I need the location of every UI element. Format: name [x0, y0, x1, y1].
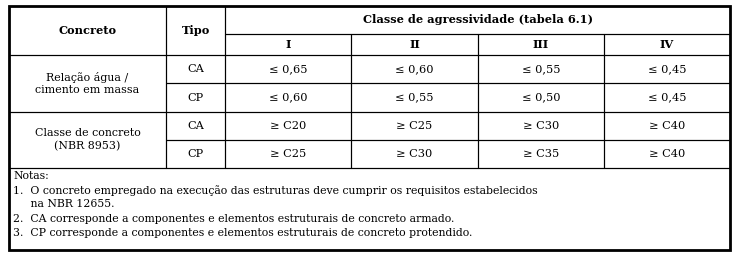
Bar — [352, 55, 477, 83]
Bar — [9, 168, 730, 250]
Bar — [604, 140, 730, 168]
Text: ≥ C40: ≥ C40 — [649, 121, 685, 131]
Text: III: III — [533, 39, 549, 50]
Text: 2.  CA corresponde a componentes e elementos estruturais de concreto armado.: 2. CA corresponde a componentes e elemen… — [13, 214, 454, 224]
Bar — [477, 55, 604, 83]
Text: 1.  O concreto empregado na execução das estruturas deve cumprir os requisitos e: 1. O concreto empregado na execução das … — [13, 185, 538, 196]
Text: na NBR 12655.: na NBR 12655. — [13, 199, 115, 209]
Bar — [9, 55, 166, 112]
Text: Notas:: Notas: — [13, 171, 49, 181]
Text: II: II — [409, 39, 420, 50]
Text: CP: CP — [188, 92, 204, 103]
Text: Tipo: Tipo — [182, 25, 210, 36]
Bar — [166, 83, 225, 112]
Text: ≤ 0,45: ≤ 0,45 — [648, 65, 687, 74]
Text: ≥ C25: ≥ C25 — [270, 149, 307, 159]
Bar — [352, 140, 477, 168]
Bar — [225, 83, 352, 112]
Text: ≥ C30: ≥ C30 — [522, 121, 559, 131]
Text: ≤ 0,65: ≤ 0,65 — [269, 65, 307, 74]
Text: Relação água /
cimento em massa: Relação água / cimento em massa — [35, 72, 140, 95]
Bar — [352, 34, 477, 55]
Text: ≥ C30: ≥ C30 — [396, 149, 433, 159]
Bar — [225, 6, 730, 34]
Text: CA: CA — [187, 65, 204, 74]
Text: ≤ 0,55: ≤ 0,55 — [522, 65, 560, 74]
Text: I: I — [286, 39, 291, 50]
Text: ≥ C40: ≥ C40 — [649, 149, 685, 159]
Bar — [604, 112, 730, 140]
Bar — [477, 140, 604, 168]
Bar — [352, 83, 477, 112]
Text: ≥ C20: ≥ C20 — [270, 121, 307, 131]
Text: ≤ 0,45: ≤ 0,45 — [648, 92, 687, 103]
Text: ≤ 0,60: ≤ 0,60 — [269, 92, 307, 103]
Bar — [166, 55, 225, 83]
Bar — [225, 112, 352, 140]
Bar — [166, 6, 225, 55]
Bar — [477, 112, 604, 140]
Bar — [225, 140, 352, 168]
Bar — [604, 55, 730, 83]
Text: 3.  CP corresponde a componentes e elementos estruturais de concreto protendido.: 3. CP corresponde a componentes e elemen… — [13, 228, 473, 238]
Text: ≤ 0,55: ≤ 0,55 — [395, 92, 434, 103]
Bar — [9, 112, 166, 168]
Bar — [604, 83, 730, 112]
Text: CP: CP — [188, 149, 204, 159]
Text: ≥ C35: ≥ C35 — [522, 149, 559, 159]
Bar — [225, 34, 352, 55]
Text: ≥ C25: ≥ C25 — [396, 121, 433, 131]
Text: CA: CA — [187, 121, 204, 131]
Bar — [477, 34, 604, 55]
Bar — [9, 6, 166, 55]
Text: IV: IV — [660, 39, 674, 50]
Bar — [225, 55, 352, 83]
Text: ≤ 0,60: ≤ 0,60 — [395, 65, 434, 74]
Bar — [604, 34, 730, 55]
Text: ≤ 0,50: ≤ 0,50 — [522, 92, 560, 103]
Text: Concreto: Concreto — [58, 25, 117, 36]
Bar — [352, 112, 477, 140]
Text: Classe de concreto
(NBR 8953): Classe de concreto (NBR 8953) — [35, 128, 140, 151]
Bar — [477, 83, 604, 112]
Bar — [166, 112, 225, 140]
Bar — [166, 140, 225, 168]
Text: Classe de agressividade (tabela 6.1): Classe de agressividade (tabela 6.1) — [363, 14, 593, 25]
